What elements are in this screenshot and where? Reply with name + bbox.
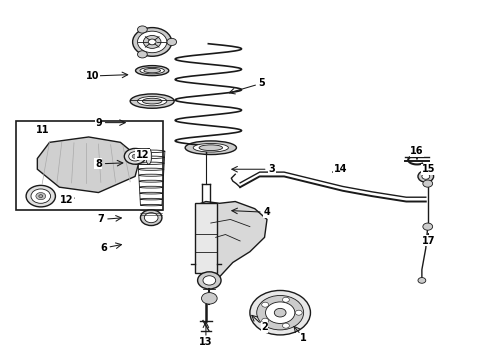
Text: 9: 9 xyxy=(95,118,102,128)
Text: 12: 12 xyxy=(60,195,74,205)
Text: 10: 10 xyxy=(86,71,99,81)
Circle shape xyxy=(423,180,433,187)
Circle shape xyxy=(418,278,426,283)
Circle shape xyxy=(283,323,289,328)
Circle shape xyxy=(36,193,46,200)
Circle shape xyxy=(274,309,286,317)
Text: 7: 7 xyxy=(98,215,104,224)
Circle shape xyxy=(132,154,138,158)
Circle shape xyxy=(203,276,216,285)
Ellipse shape xyxy=(140,67,164,74)
Text: 4: 4 xyxy=(264,207,270,217)
Circle shape xyxy=(423,223,433,230)
Circle shape xyxy=(197,272,221,289)
Circle shape xyxy=(26,185,55,207)
Circle shape xyxy=(250,291,311,335)
Text: 15: 15 xyxy=(421,164,435,174)
Ellipse shape xyxy=(193,143,228,152)
Circle shape xyxy=(266,302,295,323)
Text: 11: 11 xyxy=(35,125,49,135)
Circle shape xyxy=(141,210,162,226)
Circle shape xyxy=(422,174,430,179)
Circle shape xyxy=(167,39,176,45)
Circle shape xyxy=(148,39,156,45)
Ellipse shape xyxy=(199,145,222,150)
Circle shape xyxy=(262,302,269,307)
Polygon shape xyxy=(37,137,140,193)
Text: 3: 3 xyxy=(269,164,275,174)
Circle shape xyxy=(129,152,142,161)
Ellipse shape xyxy=(130,94,174,108)
Polygon shape xyxy=(196,202,267,284)
Ellipse shape xyxy=(138,96,167,106)
Ellipse shape xyxy=(143,98,162,104)
Circle shape xyxy=(201,293,217,304)
Circle shape xyxy=(138,51,147,58)
Ellipse shape xyxy=(136,66,169,76)
Circle shape xyxy=(283,297,289,302)
Ellipse shape xyxy=(144,68,160,73)
Circle shape xyxy=(262,318,269,323)
Text: 13: 13 xyxy=(199,337,213,347)
Text: 2: 2 xyxy=(261,322,268,332)
Circle shape xyxy=(144,36,161,48)
Circle shape xyxy=(138,26,147,33)
Text: 6: 6 xyxy=(100,243,107,253)
Circle shape xyxy=(138,31,167,53)
Circle shape xyxy=(145,213,158,223)
Ellipse shape xyxy=(146,148,152,164)
Text: 14: 14 xyxy=(334,164,347,174)
Circle shape xyxy=(257,296,304,330)
Text: 17: 17 xyxy=(421,236,435,246)
Circle shape xyxy=(124,148,146,164)
Text: 5: 5 xyxy=(259,78,266,88)
Circle shape xyxy=(31,189,50,203)
Circle shape xyxy=(39,195,43,198)
Text: 8: 8 xyxy=(95,159,102,169)
Text: 1: 1 xyxy=(300,333,307,343)
Circle shape xyxy=(295,310,302,315)
Circle shape xyxy=(133,28,172,56)
Bar xyxy=(195,203,217,273)
Circle shape xyxy=(418,171,434,182)
Ellipse shape xyxy=(185,141,237,154)
Text: 16: 16 xyxy=(410,146,424,156)
Bar xyxy=(16,121,163,211)
Text: 12: 12 xyxy=(136,150,149,160)
